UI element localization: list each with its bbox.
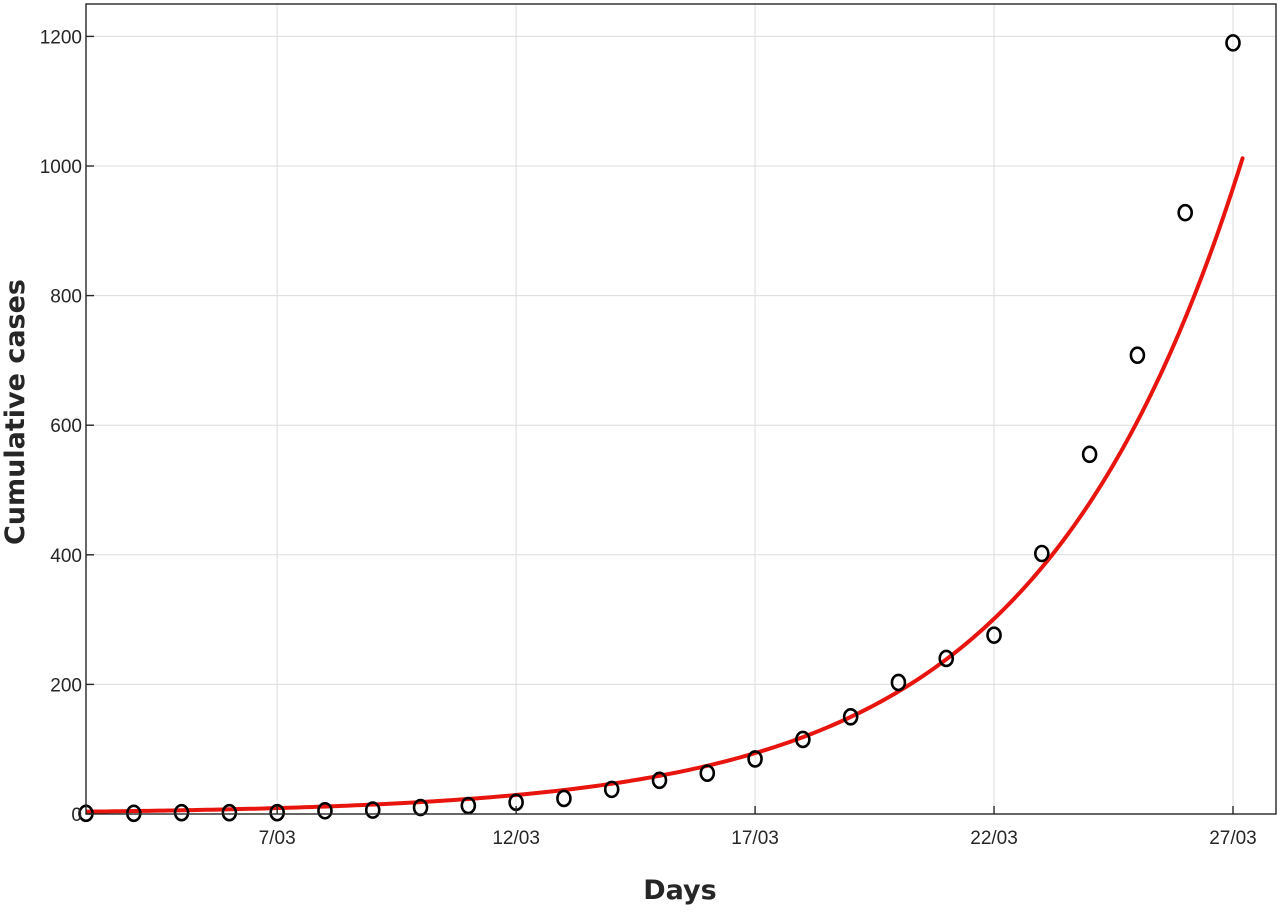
y-tick-label: 800 — [50, 287, 82, 308]
data-point — [364, 801, 381, 819]
data-point — [842, 707, 859, 726]
x-tick-label: 12/03 — [492, 828, 540, 849]
data-point — [412, 798, 429, 817]
data-point — [795, 730, 811, 749]
x-tick-label: 7/03 — [259, 828, 296, 849]
data-point — [938, 649, 955, 668]
y-tick-label: 0 — [71, 805, 82, 826]
y-tick-label: 200 — [50, 675, 82, 696]
y-tick-label: 400 — [50, 546, 82, 567]
fitted-curve — [86, 156, 1245, 814]
data-points-layer — [78, 34, 1241, 823]
data-point — [1129, 346, 1146, 365]
y-axis-title: Cumulative cases — [0, 279, 31, 545]
data-point — [173, 803, 190, 822]
plot-frame — [85, 3, 1277, 815]
data-point — [1034, 544, 1050, 563]
data-point — [1081, 445, 1098, 464]
data-point — [890, 673, 907, 692]
y-tick-label: 600 — [50, 416, 82, 437]
x-tick-labels: 7/03 12/03 17/03 22/03 27/03 — [259, 828, 1257, 849]
x-tick-label: 22/03 — [970, 828, 1018, 849]
data-point — [317, 801, 333, 820]
x-axis-title: Days — [643, 875, 716, 906]
x-tick-label: 27/03 — [1209, 828, 1257, 849]
data-point — [699, 764, 716, 782]
y-tick-label: 1200 — [40, 27, 82, 48]
data-point — [747, 750, 763, 768]
data-point — [1225, 34, 1241, 52]
data-point — [460, 796, 477, 815]
y-tick-label: 1000 — [40, 157, 82, 178]
data-point — [603, 780, 620, 799]
data-point — [986, 626, 1002, 644]
axes — [85, 3, 1277, 815]
grid — [86, 4, 1276, 815]
fitted-curve-layer — [86, 156, 1245, 814]
data-point — [556, 789, 572, 808]
data-point — [651, 771, 668, 790]
data-point — [221, 803, 238, 822]
data-point — [1177, 203, 1193, 222]
data-point — [269, 803, 285, 822]
y-tick-labels: 0 200 400 600 800 1000 1200 — [40, 27, 82, 826]
x-tick-label: 17/03 — [731, 828, 779, 849]
